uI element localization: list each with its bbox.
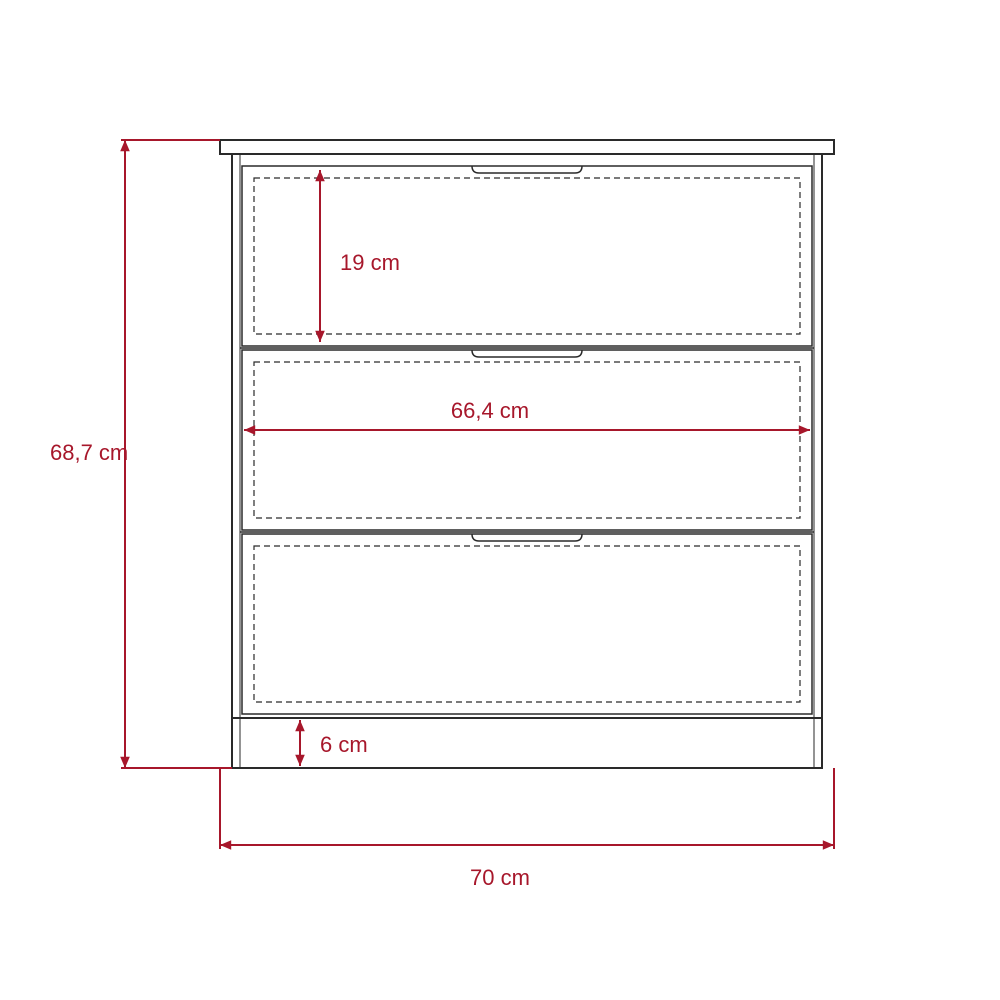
dimension-label: 70 cm (470, 865, 530, 890)
dimension-label: 6 cm (320, 732, 368, 757)
dimension-label: 19 cm (340, 250, 400, 275)
dimension-label: 68,7 cm (50, 440, 128, 465)
dimension-label: 66,4 cm (451, 398, 529, 423)
dimension-diagram: 68,7 cm 70 cm 19 cm 66,4 cm 6 cm (0, 0, 1000, 1000)
